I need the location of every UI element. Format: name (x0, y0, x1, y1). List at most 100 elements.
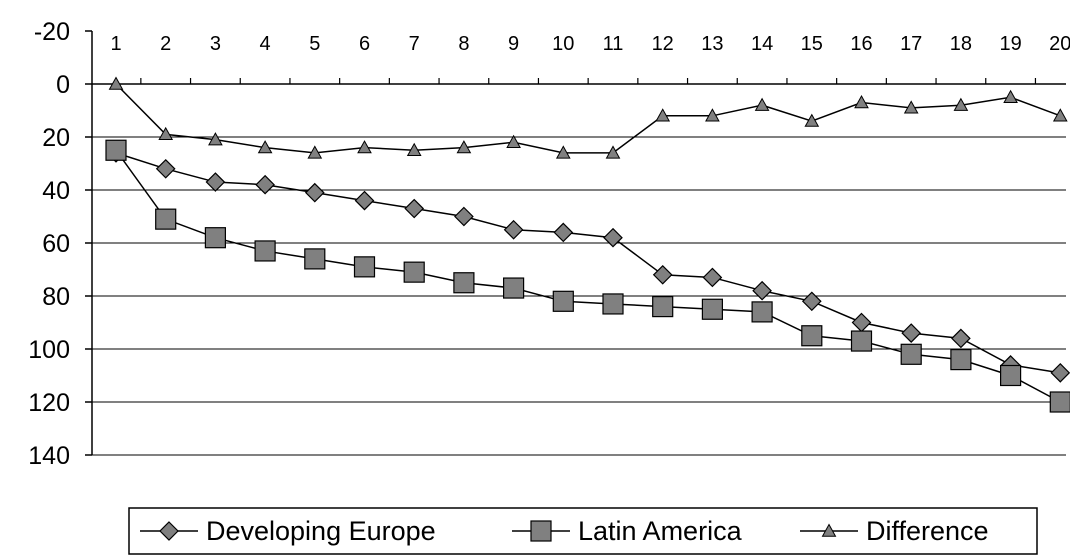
data-point (357, 140, 372, 154)
x-tick-label: 11 (603, 33, 624, 55)
data-point (555, 145, 571, 159)
x-tick-label: 20 (1049, 33, 1070, 55)
y-tick-label: -20 (34, 18, 70, 46)
data-point (602, 293, 624, 315)
data-point (999, 364, 1022, 387)
data-point (257, 140, 273, 154)
series-markers (105, 76, 1070, 413)
data-point (603, 227, 623, 248)
legend: Developing Europe Latin America Difference (128, 507, 1038, 555)
x-tick-label: 14 (751, 33, 773, 55)
legend-label: Developing Europe (206, 516, 436, 546)
x-tick-label: 6 (359, 33, 370, 55)
data-point (851, 312, 872, 333)
y-tick-label: 40 (42, 177, 70, 205)
data-point (404, 198, 425, 219)
x-tick-label: 9 (508, 33, 519, 55)
data-point (307, 145, 323, 159)
x-tick-label: 19 (999, 33, 1021, 55)
y-tick-label: 100 (28, 336, 70, 364)
data-point (655, 108, 671, 122)
legend-label: Difference (866, 516, 989, 546)
data-point (953, 97, 969, 111)
data-point (854, 95, 869, 109)
data-point (503, 219, 524, 240)
legend-marker (530, 520, 552, 542)
data-point (652, 296, 674, 318)
data-point (903, 100, 919, 114)
x-tick-label: 16 (850, 33, 872, 55)
x-tick-label: 18 (950, 33, 972, 55)
series-line (115, 83, 1061, 154)
x-tick-label: 12 (652, 33, 674, 55)
data-point (1050, 363, 1070, 383)
x-tick-label: 1 (110, 33, 121, 55)
x-tick-label: 13 (701, 33, 723, 55)
data-point (1052, 108, 1068, 122)
legend-marker (821, 523, 837, 537)
data-point (406, 142, 422, 156)
data-point (454, 206, 474, 227)
data-point (208, 132, 223, 146)
y-tick-label: 120 (28, 389, 70, 417)
data-point (255, 174, 275, 195)
y-tick-label: 20 (42, 124, 70, 152)
data-point (205, 172, 226, 192)
data-point (1003, 89, 1018, 103)
legend-box (128, 507, 1038, 555)
y-tick-label: 60 (42, 230, 70, 258)
data-point (1049, 391, 1070, 413)
data-point (552, 290, 574, 312)
data-point (950, 349, 972, 371)
data-point (354, 190, 375, 211)
data-point (453, 272, 475, 294)
x-tick-label: 7 (409, 33, 420, 55)
data-point (901, 323, 922, 343)
data-point (304, 182, 325, 203)
data-point (353, 256, 376, 278)
legend-entry: Developing Europe (140, 516, 436, 546)
data-point (503, 277, 525, 299)
data-point (254, 240, 276, 262)
data-point (951, 328, 971, 349)
data-point (506, 134, 521, 148)
x-tick-label: 17 (900, 33, 922, 55)
data-point (900, 343, 922, 365)
x-tick-label: 2 (160, 33, 171, 55)
data-point (155, 208, 177, 230)
data-point (155, 158, 176, 179)
y-axis-ticks: -20 0 20 40 60 80 100 120 140 (28, 18, 92, 470)
x-tick-label: 4 (260, 33, 271, 55)
y-tick-label: 0 (56, 71, 70, 99)
x-axis-ticks: 1 2 3 4 5 6 7 8 9 10 11 12 13 14 15 16 17 18 19 20 (110, 33, 1070, 84)
data-point (754, 97, 770, 111)
legend-entries: Developing Europe Latin America Difference (140, 516, 989, 546)
data-point (652, 264, 673, 285)
data-point (801, 291, 822, 312)
y-tick-label: 140 (28, 442, 70, 470)
x-tick-label: 8 (458, 33, 469, 55)
data-point (702, 267, 723, 288)
data-point (456, 140, 472, 154)
legend-entry: Latin America (512, 516, 743, 546)
data-point (304, 248, 326, 270)
data-point (605, 145, 621, 159)
data-point (850, 330, 873, 352)
data-point (553, 222, 574, 243)
data-point (105, 139, 127, 161)
legend-label: Latin America (578, 516, 743, 546)
legend-marker (159, 521, 179, 541)
legend-entry: Difference (800, 516, 989, 546)
x-tick-label: 3 (210, 33, 221, 55)
data-point (751, 301, 773, 323)
data-point (108, 76, 124, 90)
data-point (701, 298, 724, 320)
data-point (801, 325, 823, 347)
x-tick-label: 10 (552, 33, 574, 55)
gridlines (92, 136, 1066, 456)
data-point (752, 280, 772, 301)
x-tick-label: 15 (801, 33, 823, 55)
y-tick-label: 80 (42, 283, 70, 311)
data-point (204, 227, 226, 249)
